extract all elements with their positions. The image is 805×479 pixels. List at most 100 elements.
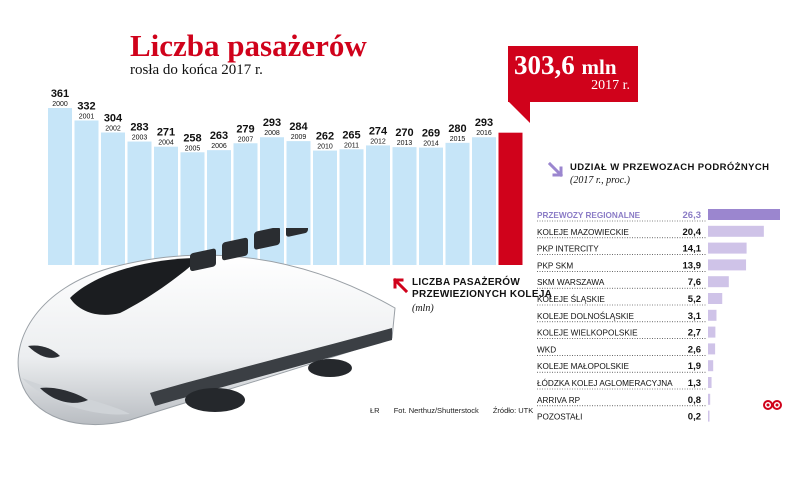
highlight-value: 303,6	[514, 50, 575, 80]
bar	[286, 141, 311, 265]
share-bar-chart: PRZEWOZY REGIONALNE 26,3 KOLEJE MAZOWIECKI…	[537, 209, 780, 422]
chart-title: Liczba pasażerów	[130, 28, 367, 63]
bar	[419, 147, 443, 265]
bar-year-label: 2001	[79, 113, 95, 120]
share-row-label: KOLEJE DOLNOŚLĄSKIE	[537, 310, 634, 321]
share-row-value: 14,1	[683, 244, 702, 255]
share-row-value: 1,3	[688, 378, 701, 389]
share-bar	[708, 377, 712, 388]
share-row-label: PKP SKM	[537, 261, 573, 270]
credit-photo: Fot. Nerthuz/Shutterstock	[393, 406, 479, 415]
bar-year-label: 2002	[105, 126, 121, 133]
share-bar	[708, 410, 710, 422]
share-bar	[708, 393, 711, 405]
bar-year-label: 2000	[52, 101, 68, 108]
bar-year-label: 2008	[264, 130, 280, 137]
bar-value-label: 293	[263, 117, 281, 129]
bar-value-label: 361	[51, 88, 69, 100]
bar-year-label: 2012	[370, 138, 386, 145]
share-row-value: 26,3	[683, 210, 702, 221]
share-row-label: ARRIVA RP	[537, 396, 581, 405]
share-row-label: PKP INTERCITY	[537, 245, 599, 254]
caption-unit: (mln)	[412, 303, 434, 314]
share-row-label: KOLEJE WIELKOPOLSKIE	[537, 329, 638, 338]
bar-year-label: 2009	[291, 134, 307, 141]
bar-value-label: 265	[342, 129, 360, 141]
credits: ŁR Fot. Nerthuz/Shutterstock Źródło: UTK	[370, 406, 545, 415]
share-title: Udział w przewozach podróżnych	[570, 162, 770, 173]
share-bar	[708, 225, 764, 237]
chart-subtitle: rosła do końca 2017 r.	[130, 62, 263, 78]
bar	[313, 150, 337, 265]
share-bar	[708, 360, 714, 372]
bar-year-label: 2015	[450, 136, 466, 143]
bar	[48, 108, 72, 265]
bar-value-label: 270	[395, 127, 413, 139]
bar-value-label: 274	[369, 125, 388, 137]
bar-value-label: 283	[130, 122, 148, 134]
share-row-value: 20,4	[683, 227, 702, 238]
bar	[392, 147, 417, 265]
highlight-unit: mln	[581, 55, 617, 79]
bar-year-label: 2014	[423, 141, 439, 148]
share-row-value: 2,7	[688, 328, 701, 339]
bar-value-label: 279	[236, 123, 254, 135]
share-row-value: 0,8	[688, 395, 701, 406]
share-header: Udział w przewozach podróżnych (2017 r.,…	[570, 162, 769, 186]
highlight-year: 2017 r.	[591, 78, 630, 93]
bar-value-label: 280	[448, 123, 466, 135]
bar	[101, 132, 125, 265]
logo-icon	[763, 400, 782, 410]
share-row-value: 3,1	[688, 311, 702, 322]
share-row-value: 2,6	[688, 344, 701, 355]
share-bar	[708, 209, 780, 220]
bar-highlight	[498, 132, 523, 265]
share-row-value: 5,2	[688, 294, 701, 305]
share-bar	[708, 343, 716, 355]
bar	[472, 137, 496, 265]
bar-value-label: 258	[183, 132, 201, 144]
arrow-down-right-icon	[548, 162, 564, 178]
bar-year-label: 2005	[185, 145, 201, 152]
bar	[339, 149, 364, 265]
highlight-box: 303,6 mln 2017 r.	[508, 46, 638, 102]
bar	[366, 145, 390, 265]
bar	[180, 152, 205, 265]
share-row-label: KOLEJE MAŁOPOLSKIE	[537, 362, 629, 371]
credit-initials: ŁR	[370, 406, 380, 415]
credit-source: Źródło: UTK	[492, 406, 534, 415]
bar-year-label: 2004	[158, 140, 174, 147]
bar-year-label: 2016	[476, 130, 492, 137]
share-row-value: 7,6	[688, 277, 701, 288]
bar-value-label: 304	[104, 113, 123, 125]
bar	[127, 141, 152, 265]
share-row-label: KOLEJE ŚLĄSKIE	[537, 293, 605, 304]
share-bar	[708, 259, 747, 271]
bar	[74, 120, 99, 265]
share-row-label: KOLEJE MAZOWIECKIE	[537, 228, 629, 237]
chart-caption: Liczba pasażerów przewiezionych koleją (…	[392, 277, 553, 314]
bar-year-label: 2003	[132, 135, 148, 142]
share-row-value: 1,9	[688, 361, 701, 372]
share-row-label: POZOSTAŁI	[537, 413, 582, 422]
share-row-label: WKD	[537, 345, 556, 354]
share-row-label: PRZEWOZY REGIONALNE	[537, 211, 641, 220]
bar-year-label: 2007	[238, 136, 254, 143]
bar-year-label: 2011	[344, 142, 359, 149]
train-image	[17, 228, 396, 426]
bar-year-label: 2013	[397, 140, 413, 147]
share-row-value: 0,2	[688, 412, 701, 422]
bar-value-label: 284	[289, 121, 308, 133]
bar-value-label: 332	[77, 100, 95, 112]
caption-line-2: przewiezionych koleją	[412, 289, 553, 300]
share-bar	[708, 276, 729, 288]
arrow-up-left-icon	[392, 277, 408, 293]
bar-value-label: 263	[210, 130, 228, 142]
bar-value-label: 262	[316, 131, 334, 143]
bar-value-label: 269	[422, 128, 440, 140]
share-bar	[708, 309, 717, 321]
share-row-value: 13,9	[683, 260, 702, 271]
bar-year-label: 2010	[317, 144, 333, 151]
share-subtitle: (2017 r., proc.)	[570, 175, 630, 186]
